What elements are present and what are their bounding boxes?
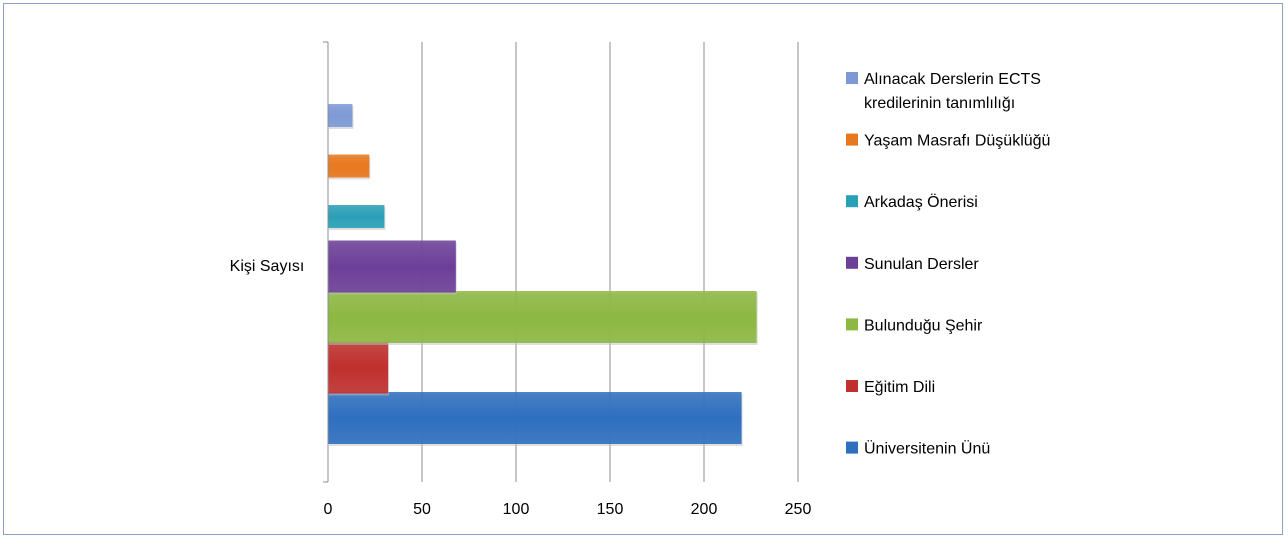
bar [328,341,389,394]
x-tick-label: 0 [324,501,333,518]
bars [328,104,758,446]
legend-label: Eğitim Dili [864,379,935,396]
x-tick-label: 50 [413,501,431,518]
chart-frame [3,3,1283,535]
bar [328,291,757,343]
legend-swatch [846,441,858,454]
category-label: Kişi Sayısı [230,258,305,275]
legend-label: Sunulan Dersler [864,256,979,273]
legend-swatch [846,72,858,84]
legend: Alınacak Derslerin ECTS kredilerinin tanı… [846,71,1050,458]
legend-swatch [846,133,858,146]
legend-swatch [846,256,858,269]
legend-label: Arkadaş Önerisi [864,193,978,211]
legend-label: kredilerinin tanımlılığı [864,95,1015,112]
legend-swatch [846,195,858,208]
x-axis [323,41,329,483]
x-tick-label: 150 [597,501,624,518]
tick-labels: 0 50 100 150 200 250 [324,501,812,518]
legend-label: Bulunduğu Şehir [864,317,983,334]
legend-swatch [846,380,858,392]
x-tick-label: 200 [691,501,718,518]
legend-label: Alınacak Derslerin ECTS [864,71,1041,88]
bar [328,205,385,228]
x-tick-label: 250 [785,501,812,518]
x-tick-label: 100 [503,501,530,518]
bar [328,392,742,444]
bar [328,154,370,178]
legend-label: Üniversitenin Ünü [864,440,990,458]
legend-swatch [846,318,858,331]
legend-label: Yaşam Masrafı Düşüklüğü [864,133,1050,150]
bar [328,104,353,127]
bar [328,240,456,293]
